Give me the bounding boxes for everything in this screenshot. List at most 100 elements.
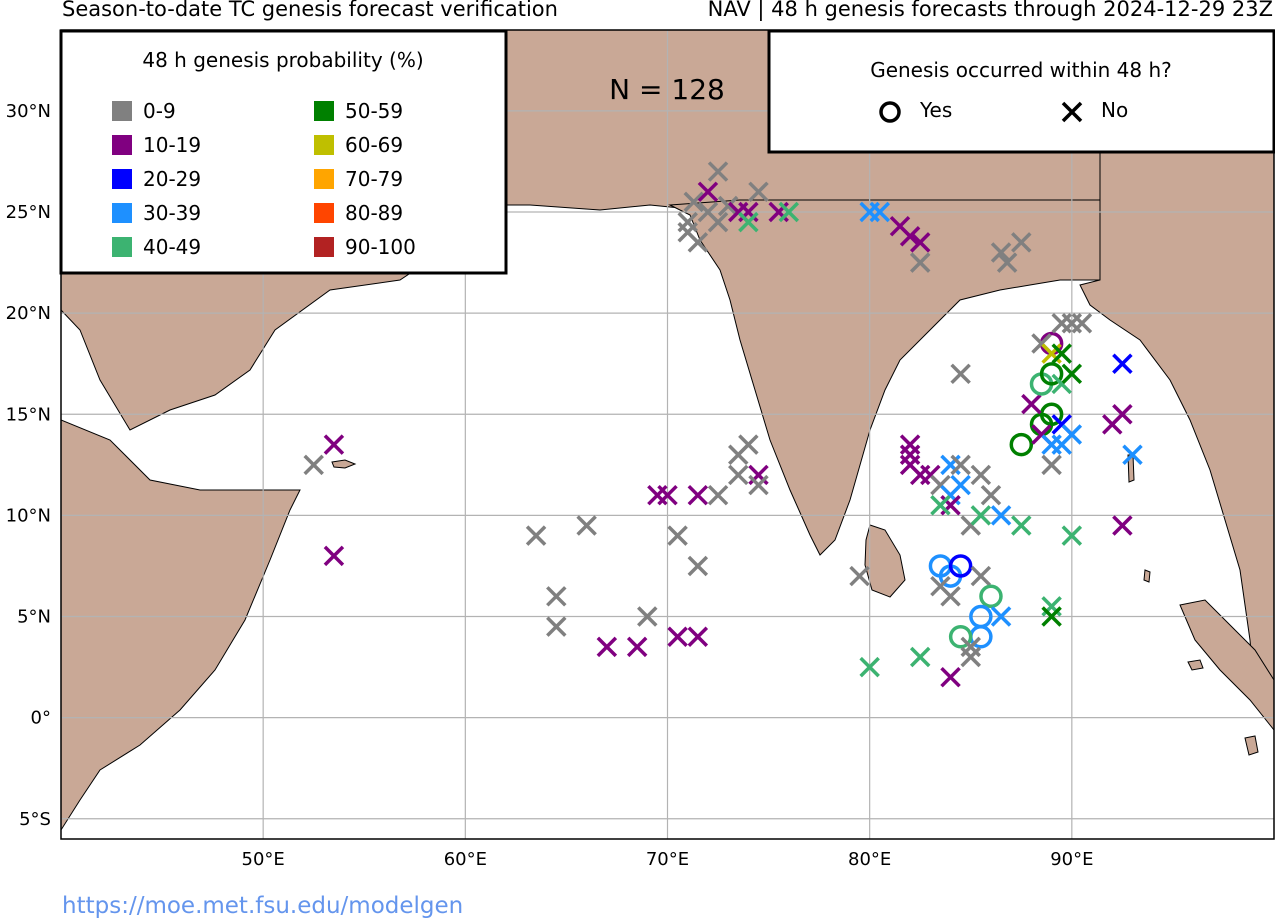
genesis-no-marker bbox=[960, 646, 981, 668]
forecast-subtitle: NAV | 48 h genesis forecasts through 202… bbox=[707, 0, 1273, 21]
genesis-no-marker bbox=[778, 201, 800, 223]
genesis-no-marker bbox=[707, 211, 729, 233]
genesis-no-marker bbox=[1051, 343, 1072, 364]
genesis-yes-marker bbox=[1009, 432, 1034, 457]
genesis-no-marker bbox=[687, 555, 709, 577]
genesis-no-marker bbox=[687, 626, 709, 647]
outcome-no-label: No bbox=[1101, 98, 1128, 122]
genesis-no-marker bbox=[980, 484, 1002, 506]
genesis-no-marker bbox=[849, 565, 870, 587]
legend-label-7: 70-79 bbox=[345, 167, 403, 191]
genesis-no-marker bbox=[950, 363, 971, 385]
land-small-islands bbox=[1187, 659, 1259, 756]
lon-tick-label: 70°E bbox=[646, 849, 689, 870]
legend-swatch-0 bbox=[112, 101, 132, 121]
outcome-legend-title: Genesis occurred within 48 h? bbox=[870, 58, 1172, 82]
land-sri-lanka bbox=[864, 524, 906, 598]
legend-label-0: 0-9 bbox=[143, 99, 176, 123]
genesis-no-marker bbox=[1061, 525, 1083, 546]
lon-tick-label: 60°E bbox=[444, 849, 487, 870]
land-sumatra bbox=[1179, 599, 1274, 731]
legend-swatch-6 bbox=[314, 135, 334, 155]
genesis-no-marker bbox=[970, 505, 992, 526]
genesis-no-marker bbox=[990, 505, 1012, 526]
legend-swatch-9 bbox=[314, 237, 334, 257]
genesis-no-marker bbox=[909, 252, 931, 273]
legend-swatch-2 bbox=[112, 169, 132, 189]
lat-tick-label: 5°S bbox=[19, 809, 51, 830]
axis-tick-labels: 50°E 60°E 70°E 80°E 90°E 5°S 0° 5°N 10°N 15°N 20°N… bbox=[6, 101, 1094, 870]
yes-circle-icon bbox=[879, 101, 901, 123]
genesis-no-marker bbox=[909, 646, 931, 668]
genesis-no-marker bbox=[996, 252, 1018, 273]
outcome-legend-box bbox=[767, 29, 1275, 154]
legend-label-3: 30-39 bbox=[143, 201, 201, 225]
genesis-no-marker bbox=[596, 636, 618, 658]
legend-label-9: 90-100 bbox=[345, 235, 416, 259]
genesis-no-marker bbox=[1021, 393, 1042, 415]
legend-label-6: 60-69 bbox=[345, 133, 403, 157]
lat-tick-label: 0° bbox=[31, 708, 51, 729]
genesis-no-marker bbox=[1061, 363, 1083, 385]
lat-tick-label: 10°N bbox=[6, 505, 51, 526]
genesis-no-marker bbox=[1112, 404, 1133, 425]
legend-swatch-1 bbox=[112, 135, 132, 155]
genesis-no-marker bbox=[1011, 232, 1032, 253]
genesis-no-marker bbox=[950, 474, 971, 496]
page-title: Season-to-date TC genesis forecast verif… bbox=[62, 0, 558, 21]
genesis-no-marker bbox=[1112, 353, 1133, 374]
genesis-no-marker bbox=[323, 434, 345, 455]
gridlines bbox=[61, 30, 1274, 839]
genesis-yes-marker bbox=[979, 584, 1003, 609]
genesis-no-marker bbox=[738, 211, 759, 233]
genesis-no-marker bbox=[899, 226, 921, 247]
land-india bbox=[668, 199, 1101, 556]
map-frame bbox=[60, 29, 1275, 840]
lat-tick-label: 25°N bbox=[6, 202, 51, 223]
genesis-no-marker bbox=[1112, 515, 1133, 536]
forecast-count: N = 128 bbox=[609, 73, 725, 106]
genesis-no-marker bbox=[940, 586, 961, 607]
probability-legend-title: 48 h genesis probability (%) bbox=[142, 48, 423, 72]
genesis-no-marker bbox=[1061, 424, 1083, 445]
lat-tick-label: 15°N bbox=[6, 404, 51, 425]
genesis-no-marker bbox=[930, 495, 951, 516]
lat-tick-label: 5°N bbox=[17, 607, 51, 628]
legend-label-4: 40-49 bbox=[143, 235, 201, 259]
lon-tick-label: 90°E bbox=[1050, 849, 1093, 870]
genesis-no-marker bbox=[683, 191, 705, 213]
genesis-yes-marker bbox=[1039, 362, 1064, 386]
legend-swatch-3 bbox=[112, 203, 132, 223]
land-horn-of-africa bbox=[61, 419, 301, 831]
probability-legend: 48 h genesis probability (%) 0-9 10-19 20-… bbox=[59, 29, 508, 275]
outcome-yes-label: Yes bbox=[919, 98, 952, 122]
genesis-no-marker bbox=[990, 606, 1012, 627]
genesis-no-marker bbox=[909, 232, 931, 253]
legend-swatch-5 bbox=[314, 101, 334, 121]
genesis-no-marker bbox=[970, 565, 992, 587]
no-cross-icon bbox=[1061, 101, 1083, 123]
legend-label-1: 10-19 bbox=[143, 133, 201, 157]
source-link[interactable]: https://moe.met.fsu.edu/modelgen bbox=[62, 893, 464, 919]
genesis-no-marker bbox=[687, 484, 709, 506]
genesis-no-marker bbox=[1071, 313, 1093, 334]
genesis-no-marker bbox=[657, 484, 678, 506]
legend-label-8: 80-89 bbox=[345, 201, 403, 225]
genesis-no-marker bbox=[707, 161, 729, 182]
lon-tick-label: 80°E bbox=[848, 849, 891, 870]
legend-swatch-8 bbox=[314, 203, 334, 223]
lon-tick-label: 50°E bbox=[242, 849, 285, 870]
legend-label-5: 50-59 bbox=[345, 99, 403, 123]
legend-label-2: 20-29 bbox=[143, 167, 201, 191]
genesis-yes-marker bbox=[948, 625, 973, 649]
genesis-no-marker bbox=[950, 454, 971, 476]
land-nicobar-islands bbox=[1143, 569, 1151, 583]
legend-swatch-7 bbox=[314, 169, 334, 189]
genesis-no-marker bbox=[940, 666, 961, 688]
genesis-no-marker bbox=[1041, 606, 1062, 627]
forecast-markers bbox=[303, 161, 1143, 688]
probability-legend-items: 0-9 10-19 20-29 30-39 40-49 50-59 60-69 70-79 80… bbox=[112, 99, 416, 259]
genesis-no-marker bbox=[859, 656, 880, 678]
genesis-no-marker bbox=[323, 545, 345, 567]
